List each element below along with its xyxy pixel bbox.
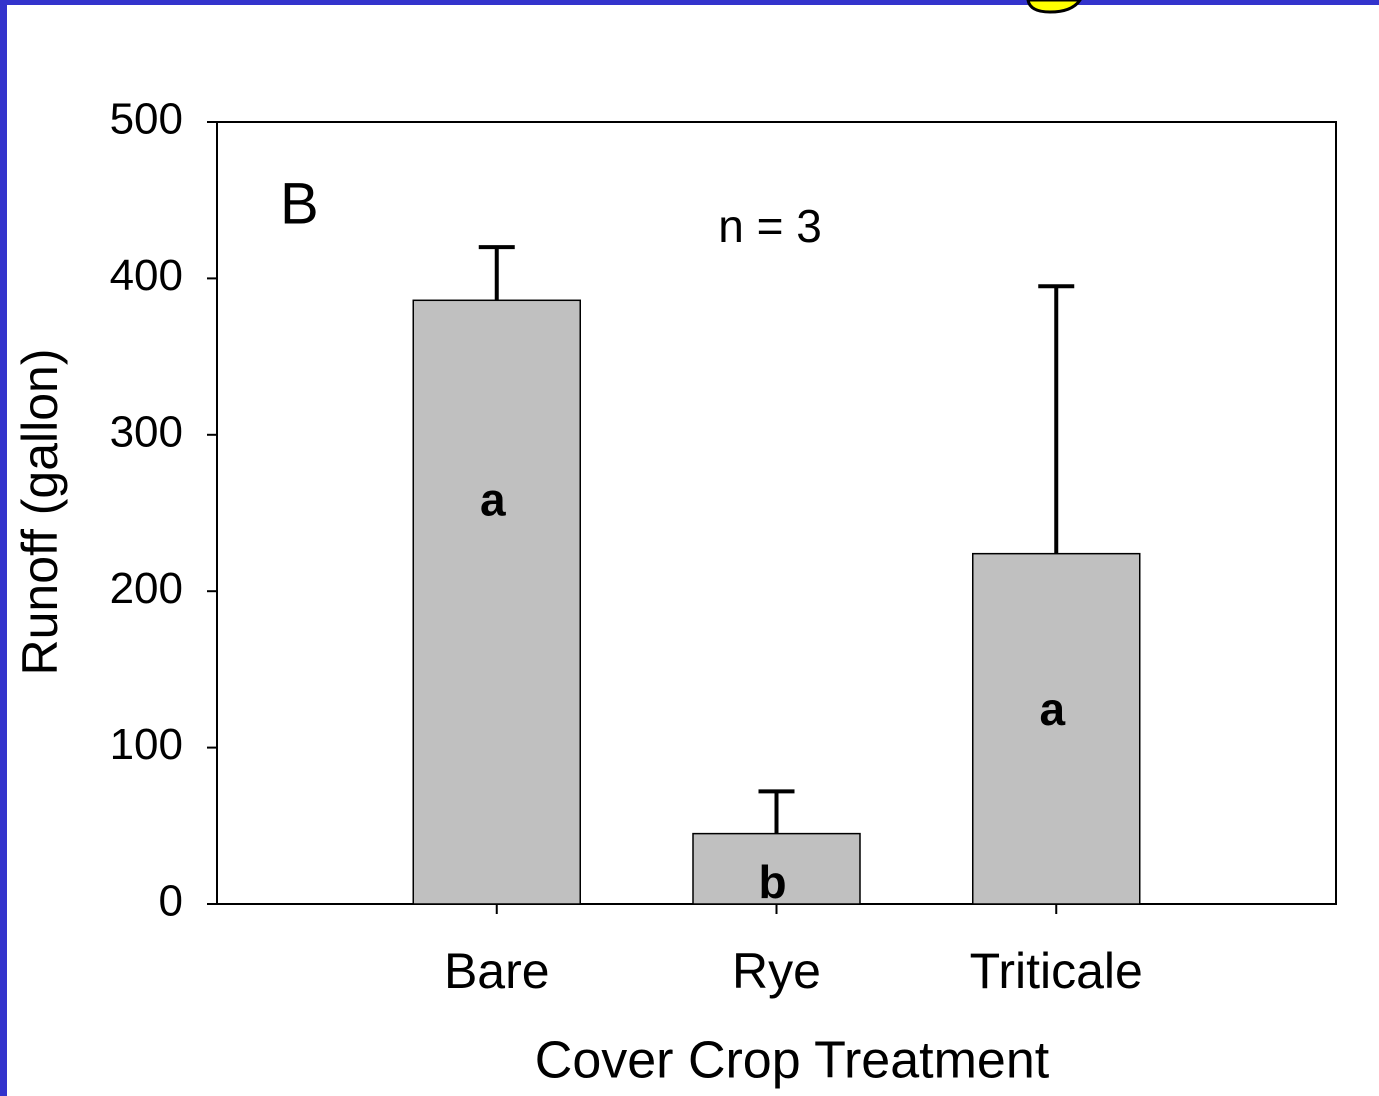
y-tick-label: 100: [110, 720, 183, 769]
x-axis-label: Cover Crop Treatment: [535, 1032, 1050, 1090]
y-tick-label: 500: [110, 95, 183, 144]
bar: [692, 832, 861, 905]
bar: [412, 299, 581, 905]
bar: [972, 552, 1141, 905]
panel-label: B: [280, 171, 319, 236]
y-axis-label: Runoff (gallon): [12, 348, 68, 675]
y-tick-label: 400: [110, 251, 183, 300]
group-label: a: [1039, 683, 1065, 735]
group-label: a: [480, 474, 506, 526]
x-tick-label: Triticale: [970, 943, 1143, 999]
x-tick-label: Bare: [444, 943, 550, 999]
y-tick-label: 200: [110, 564, 183, 613]
top-border: [0, 0, 1379, 5]
y-tick-label: 0: [159, 877, 183, 926]
x-tick-label: Rye: [732, 943, 821, 999]
group-label: b: [758, 856, 786, 908]
decoration: [1026, 0, 1082, 14]
annotation: n = 3: [718, 200, 822, 252]
left-border: [0, 0, 7, 1096]
y-tick-label: 300: [110, 407, 183, 456]
